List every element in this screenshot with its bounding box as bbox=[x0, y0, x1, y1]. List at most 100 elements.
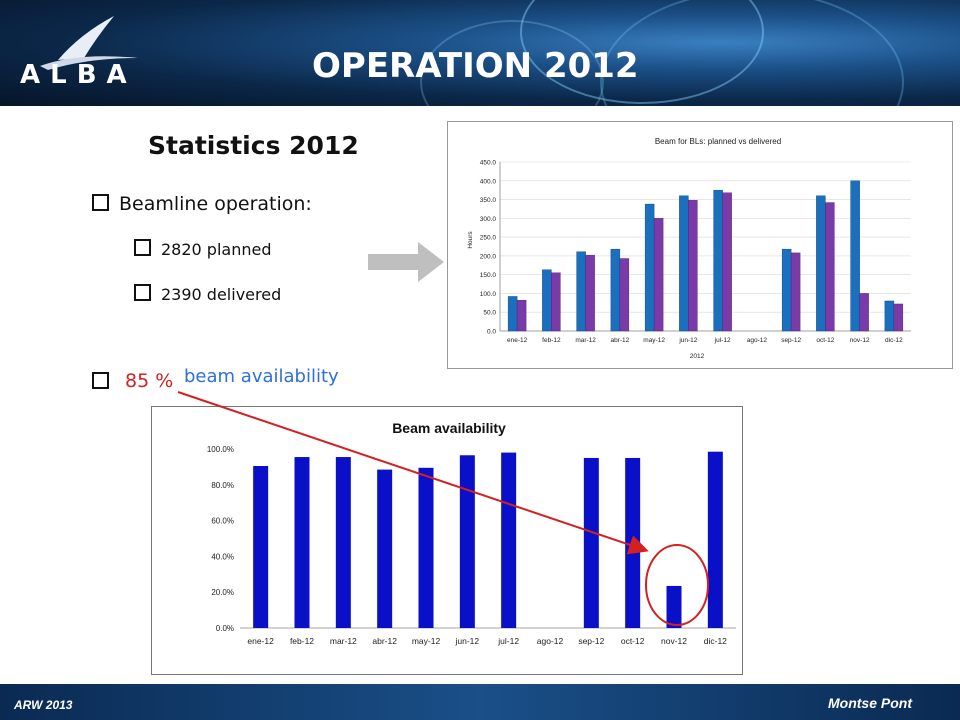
chart1-x-tick: sep-12 bbox=[781, 337, 801, 344]
footer-bar: ARW 2013 Montse Pont bbox=[0, 684, 960, 720]
chart2-bar bbox=[418, 467, 434, 628]
chart1-bar-delivered bbox=[859, 293, 869, 332]
logo-text: ALBA bbox=[20, 60, 137, 90]
chart1-bar-delivered bbox=[722, 192, 732, 332]
chart-beam-availability: Beam availability 0.0% 20.0% 40.0% 60.0% 80.0… bbox=[151, 406, 743, 675]
chart1-ylabel: Hours bbox=[467, 231, 474, 249]
chart1-x-tick: nov-12 bbox=[850, 337, 870, 344]
chart1-bar-planned bbox=[576, 251, 586, 332]
chart1-x-tick: ene-12 bbox=[507, 337, 528, 344]
chart1-x-tick: ago-12 bbox=[747, 337, 768, 344]
bullet-text: 2390 delivered bbox=[161, 285, 282, 304]
chart1-bar-delivered bbox=[790, 252, 801, 332]
chart1-bar-planned bbox=[884, 300, 895, 332]
footer-author: Montse Pont bbox=[828, 695, 912, 711]
chart1-y-tick: 300.0 bbox=[480, 216, 497, 223]
chart2-y-tick: 40.0% bbox=[211, 552, 234, 561]
chart2-bar bbox=[501, 452, 517, 628]
bullet-text: 2820 planned bbox=[161, 240, 272, 259]
bullet-text: Beamline operation: bbox=[119, 193, 312, 215]
chart2-y-tick: 20.0% bbox=[211, 588, 234, 597]
chart1-bar-planned bbox=[713, 189, 723, 332]
chart1-bar-delivered bbox=[653, 218, 664, 332]
chart1-x-tick: abr-12 bbox=[610, 337, 629, 344]
chart1-x-tick: jun-12 bbox=[678, 337, 697, 344]
chart2-bar bbox=[666, 585, 682, 628]
chart1-bar-delivered bbox=[551, 272, 561, 332]
arrow-right-icon bbox=[368, 242, 444, 282]
chart2-bg bbox=[152, 407, 742, 674]
chart1-bar-planned bbox=[850, 180, 860, 332]
chart1-y-tick: 400.0 bbox=[480, 178, 497, 185]
chart1-x-tick: mar-12 bbox=[575, 337, 596, 344]
chart1-svg: Beam for BLs: planned vs delivered 0.0 50.… bbox=[448, 122, 952, 368]
chart1-y-tick: 50.0 bbox=[483, 310, 496, 317]
chart1-bar-planned bbox=[610, 248, 621, 332]
chart2-y-tick: 80.0% bbox=[211, 481, 234, 490]
header-banner: ALBA OPERATION 2012 bbox=[0, 0, 960, 106]
chart2-y-tick: 60.0% bbox=[211, 517, 234, 526]
chart2-bar bbox=[253, 466, 269, 628]
checkbox-bullet-icon bbox=[134, 284, 151, 301]
chart1-bar-delivered bbox=[585, 254, 595, 332]
chart2-x-tick: ene-12 bbox=[247, 636, 274, 646]
chart2-bar bbox=[459, 455, 475, 628]
availability-label: beam availability bbox=[184, 366, 339, 387]
chart2-svg: Beam availability 0.0% 20.0% 40.0% 60.0% 80.0… bbox=[152, 407, 742, 674]
bullet-availability-marker bbox=[92, 371, 119, 393]
chart2-x-tick: nov-12 bbox=[661, 636, 687, 646]
chart1-xlabel: 2012 bbox=[690, 353, 705, 360]
chart1-x-tick: oct-12 bbox=[816, 337, 834, 344]
chart2-bar bbox=[294, 457, 310, 628]
chart2-bar bbox=[707, 451, 723, 628]
chart2-x-tick: jul-12 bbox=[497, 636, 519, 646]
bullet-planned: 2820 planned bbox=[134, 238, 272, 259]
chart-planned-vs-delivered: Beam for BLs: planned vs delivered 0.0 50.… bbox=[447, 121, 953, 369]
chart1-y-tick: 150.0 bbox=[480, 272, 497, 279]
chart1-bar-planned bbox=[542, 269, 552, 332]
chart1-bar-delivered bbox=[619, 258, 630, 332]
chart2-x-tick: may-12 bbox=[412, 636, 441, 646]
chart1-bar-planned bbox=[679, 195, 689, 332]
chart2-x-tick: dic-12 bbox=[704, 636, 727, 646]
checkbox-bullet-icon bbox=[134, 239, 151, 256]
chart2-x-tick: mar-12 bbox=[330, 636, 357, 646]
chart2-bar bbox=[335, 457, 351, 628]
chart2-x-tick: ago-12 bbox=[537, 636, 564, 646]
chart2-y-tick: 0.0% bbox=[216, 624, 234, 633]
chart1-title: Beam for BLs: planned vs delivered bbox=[655, 137, 781, 146]
chart1-x-tick: may-12 bbox=[643, 337, 665, 344]
chart2-bar bbox=[377, 469, 393, 628]
alba-logo-icon bbox=[40, 16, 138, 70]
chart1-bar-delivered bbox=[825, 202, 835, 332]
chart2-x-tick: feb-12 bbox=[290, 636, 314, 646]
chart1-bar-delivered bbox=[516, 300, 527, 332]
chart1-x-tick: jul-12 bbox=[714, 337, 731, 344]
chart1-y-tick: 100.0 bbox=[480, 291, 497, 298]
footer-event: ARW 2013 bbox=[14, 698, 73, 712]
checkbox-bullet-icon bbox=[92, 194, 109, 211]
chart1-bar-delivered bbox=[893, 303, 904, 332]
chart1-y-tick: 200.0 bbox=[480, 253, 497, 260]
chart1-x-tick: feb-12 bbox=[542, 337, 561, 344]
bullet-beamline-operation: Beamline operation: bbox=[92, 193, 312, 215]
chart1-bar-planned bbox=[507, 296, 518, 332]
chart1-y-tick: 0.0 bbox=[487, 329, 496, 336]
chart2-x-tick: sep-12 bbox=[578, 636, 604, 646]
chart1-bar-planned bbox=[781, 248, 792, 332]
section-subtitle: Statistics 2012 bbox=[148, 131, 359, 160]
page-title: OPERATION 2012 bbox=[312, 46, 639, 86]
chart1-y-tick: 350.0 bbox=[480, 197, 497, 204]
chart2-title: Beam availability bbox=[392, 420, 506, 436]
chart1-x-tick: dic-12 bbox=[885, 337, 903, 344]
chart1-bar-planned bbox=[644, 203, 655, 332]
checkbox-bullet-icon bbox=[92, 372, 109, 389]
chart2-x-tick: abr-12 bbox=[372, 636, 397, 646]
chart1-y-tick: 250.0 bbox=[480, 235, 497, 242]
chart1-bar-planned bbox=[816, 195, 826, 332]
chart2-bar bbox=[625, 457, 641, 628]
chart1-bar-delivered bbox=[688, 200, 698, 332]
chart2-bar bbox=[583, 457, 599, 628]
bullet-delivered: 2390 delivered bbox=[134, 283, 281, 304]
chart2-y-tick: 100.0% bbox=[207, 445, 234, 454]
